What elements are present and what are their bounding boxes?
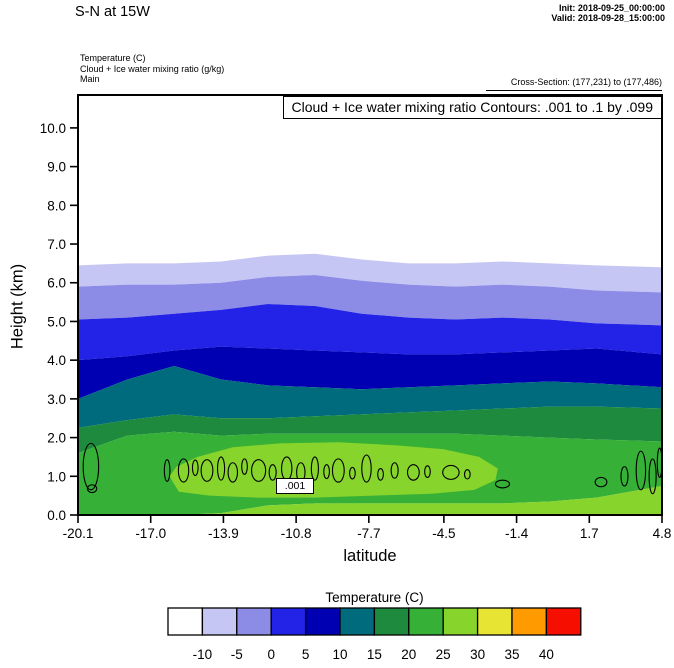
page-title: S-N at 15W — [75, 4, 150, 20]
cloud-contour-blob — [251, 459, 267, 482]
cloud-contour-blob — [82, 442, 100, 491]
colorbar-tick-label: 35 — [504, 647, 519, 662]
cloud-contour-blob — [390, 462, 399, 479]
y-tick-label: 3.0 — [47, 392, 66, 407]
cloud-contour-blob — [648, 458, 657, 495]
cloud-contour-blob — [331, 458, 345, 483]
x-axis-label: latitude — [343, 547, 397, 565]
cloud-contour-blob — [200, 459, 214, 482]
x-tick-label: -10.8 — [281, 526, 312, 541]
cloud-contour-blob — [191, 459, 199, 477]
init-timestamp: Init: 2018-09-25_00:00:00 — [558, 3, 665, 13]
colorbar-tick-label: 10 — [332, 647, 347, 662]
cloud-contour-blob — [310, 456, 319, 481]
x-tick-label: -20.1 — [63, 526, 94, 541]
cloud-contour-blob — [494, 479, 511, 489]
temp-band-25-to-30 — [78, 485, 662, 515]
field-line-main: Main — [80, 74, 100, 84]
colorbar-cell — [270, 607, 307, 636]
cloud-contour-blob — [163, 459, 171, 482]
colorbar-cell — [304, 607, 341, 636]
y-tick-label: 2.0 — [47, 431, 66, 446]
x-tick-label: -1.4 — [505, 526, 529, 541]
colorbar-tick-label: 25 — [436, 647, 451, 662]
x-tick-label: -4.5 — [432, 526, 455, 541]
y-tick-label: 5.0 — [47, 314, 66, 329]
y-axis-label: Height (km) — [8, 263, 27, 350]
temp-band-0-to-5 — [78, 304, 662, 361]
plot-frame — [77, 94, 663, 516]
cloud-contour-blob — [177, 458, 190, 483]
colorbar-cell — [167, 607, 204, 636]
valid-timestamp: Valid: 2018-09-28_15:00:00 — [551, 13, 665, 23]
colorbar-tick-label: -10 — [193, 647, 213, 662]
cloud-contour-blob — [268, 464, 277, 481]
cross-section-label: Cross-Section: (177,231) to (177,486) — [510, 77, 662, 87]
colorbar-cell — [236, 607, 272, 636]
x-tick-label: -13.9 — [208, 526, 239, 541]
temp-band-15-to-20 — [78, 406, 662, 454]
temperature-fill — [78, 95, 662, 515]
colorbar-tick-label: 5 — [302, 647, 310, 662]
cloud-contour-blob — [594, 476, 608, 488]
temp-band-5-to-10 — [78, 346, 662, 399]
cloud-contour-blob — [361, 454, 372, 483]
y-tick-label: 10.0 — [40, 121, 66, 136]
colorbar-title: Temperature (C) — [325, 590, 424, 605]
y-tick-label: 9.0 — [47, 160, 66, 175]
x-tick-label: 1.7 — [580, 526, 599, 541]
colorbar-tick-label: -5 — [231, 647, 243, 662]
cloud-contour-blob — [227, 462, 239, 483]
cloud-contour-blob — [442, 464, 460, 480]
warm-pocket — [169, 442, 498, 498]
cloud-contour-blob — [635, 450, 647, 491]
field-line-temperature: Temperature (C) — [80, 53, 146, 63]
colorbar-tick-label: 30 — [470, 647, 485, 662]
cloud-contour-blob — [86, 484, 98, 494]
colorbar-tick-label: 0 — [267, 647, 275, 662]
colorbar-cell — [373, 607, 410, 636]
contour-info-box: Cloud + Ice water mixing ratio Contours:… — [282, 96, 662, 119]
field-line-cloud-ice: Cloud + Ice water mixing ratio (g/kg) — [80, 63, 225, 74]
colorbar-cell — [408, 607, 444, 636]
x-tick-label: 4.8 — [653, 526, 672, 541]
colorbar-cell — [511, 607, 548, 636]
colorbar-tick-label: 40 — [539, 647, 554, 662]
cross-section-plot: 0.0 1.0 2.0 3.0 4.0 5.0 6.0 7.0 8.0 9.0 10.0 -20.1 -… — [40, 94, 672, 541]
y-tick-label: 7.0 — [47, 237, 66, 252]
field-list: Temperature (C) Cloud + Ice water mixing… — [80, 53, 224, 85]
colorbar-cell — [545, 607, 582, 636]
y-tick-label: 1.0 — [47, 469, 66, 484]
y-tick-label: 4.0 — [47, 353, 66, 368]
colorbar-cell — [442, 607, 479, 636]
temp-band-10-to-15 — [78, 365, 662, 428]
cloud-contour-blob — [377, 467, 384, 481]
temp-band--5-to-0 — [78, 275, 662, 326]
y-tick-label: 0.0 — [47, 508, 66, 523]
colorbar-tick-label: 15 — [367, 647, 382, 662]
x-tick-label: -17.0 — [135, 526, 166, 541]
colorbar-tick-label: 20 — [401, 647, 416, 662]
colorbar: -10 -5 0 5 10 15 20 25 30 35 40 — [167, 607, 582, 662]
temp-band--10-to--5 — [78, 253, 662, 293]
colorbar-cell — [201, 607, 238, 636]
cloud-contour-blob — [217, 456, 226, 481]
cloud-contour-blob — [406, 464, 420, 481]
y-tick-label: 8.0 — [47, 198, 66, 213]
temp-band-below--10 — [78, 95, 662, 268]
contour-value-label: .001 — [276, 478, 314, 494]
cloud-contour-blob — [463, 469, 471, 480]
cross-section-rule — [486, 90, 662, 91]
y-tick-label: 6.0 — [47, 276, 66, 291]
cloud-contour-blob — [620, 466, 629, 487]
colorbar-cell — [339, 607, 376, 636]
cloud-contour-blob — [424, 465, 431, 479]
colorbar-cell — [476, 607, 513, 636]
cloud-contour-blob — [241, 458, 248, 475]
cloud-contour-blob — [349, 466, 356, 480]
cloud-contour-blob — [323, 464, 330, 480]
x-tick-label: -7.7 — [357, 526, 380, 541]
